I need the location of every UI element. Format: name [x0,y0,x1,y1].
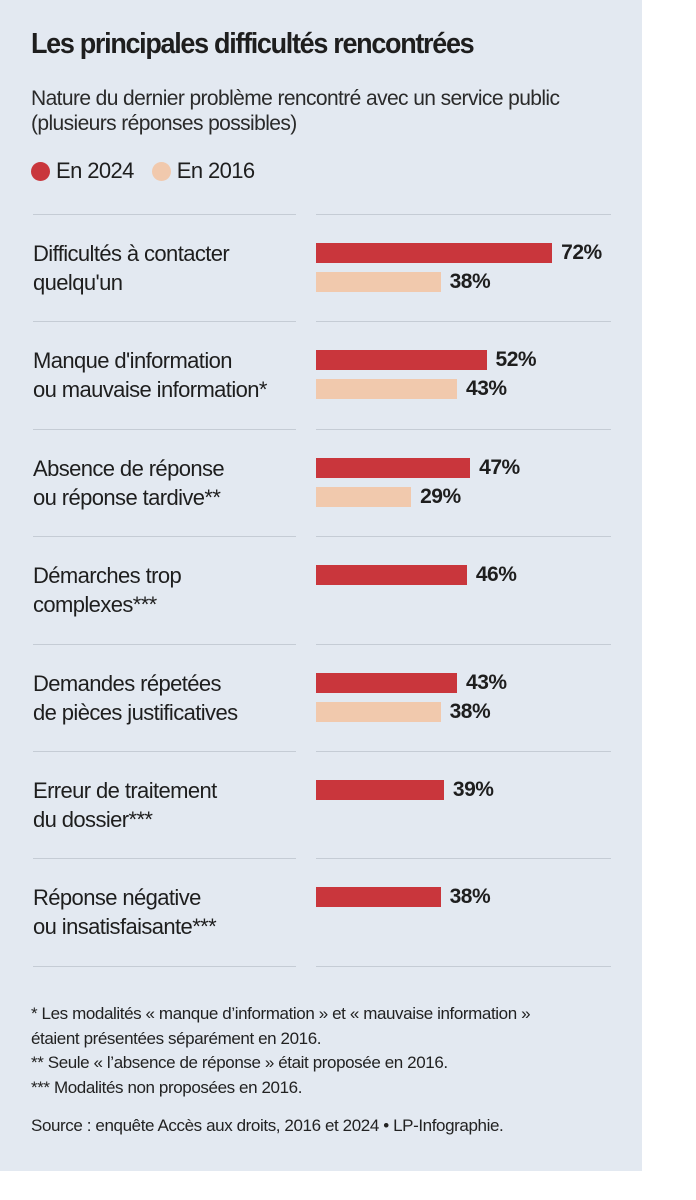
footnote: *** Modalités non proposées en 2016. [31,1077,303,1097]
value-label: 46% [475,563,517,587]
category-label: Difficultés à contacter quelqu'un [33,239,303,297]
legend-swatch-2016 [151,161,171,181]
bar-en-2024 [316,457,471,478]
footnotes: * Les modalités « manque d’information »… [31,1002,531,1100]
category-label-line: complexes*** [33,592,157,618]
bar-en-2016 [316,701,441,722]
value-label: 47% [479,455,520,479]
value-label: 72% [561,241,602,264]
value-label: 52% [495,348,537,372]
category-label: Réponse négative ou insatisfaisante*** [33,883,303,941]
source: Source : enquête Accès aux droits, 2016 … [31,1116,504,1135]
category-label-line: de pièces justificatives [33,699,238,725]
separator [33,429,296,430]
bar-en-2016 [316,379,458,400]
category-label-line: Démarches trop [33,563,182,589]
separator [33,536,296,537]
legend-item-2024: En 2024 [31,158,134,184]
separator [33,751,296,752]
legend-swatch-2024 [31,161,50,181]
category-label: Manque d'information ou mauvaise informat… [33,346,303,404]
category-label-line: Demandes répetées [33,670,222,696]
legend-label: En 2024 [56,158,134,183]
bar-en-2024 [316,887,441,908]
legend-label: En 2016 [176,158,255,183]
separator [316,321,611,322]
value-label: 43% [466,377,507,401]
separator [33,214,296,215]
footnote: étaient présentées séparément en 2016. [31,1028,322,1048]
category-label: Erreur de traitement du dossier*** [33,776,303,834]
category-label: Demandes répetées de pièces justificative… [33,669,303,727]
category-label: Absence de réponse ou réponse tardive** [33,454,303,512]
bar-en-2016 [316,272,441,292]
bar-en-2024 [316,780,444,800]
separator [33,966,296,967]
category-label: Démarches trop complexes*** [33,561,303,619]
separator [316,751,611,752]
category-label-line: Manque d'information [33,348,232,374]
value-label: 43% [466,670,507,694]
separator [316,966,611,967]
chart-title: Les principales difficultés rencontrées [31,28,475,60]
separator [316,536,611,537]
category-label-line: Difficultés à contacter [33,241,230,266]
legend-item-2016: En 2016 [151,158,255,184]
separator [316,644,611,645]
legend: En 2024 En 2016 [31,158,273,184]
category-label-line: quelqu'un [33,270,123,295]
separator [316,429,611,430]
chart-subtitle: Nature du dernier problème rencontré ave… [31,87,560,135]
bar-en-2024 [316,565,467,586]
footnote: ** Seule « l’absence de réponse » était … [31,1053,448,1072]
value-label: 29% [420,484,461,508]
category-label-line: du dossier*** [33,807,153,832]
category-label-line: Absence de réponse [33,455,225,481]
bar-en-2024 [316,243,553,263]
infographic-panel [0,0,642,1171]
category-label-line: Erreur de traitement [33,778,217,803]
footnote: * Les modalités « manque d’information »… [31,1004,531,1023]
category-label-line: Réponse négative [33,885,201,911]
bar-en-2024 [316,672,458,693]
bar-en-2024 [316,350,487,371]
value-label: 39% [452,778,494,801]
category-label-line: ou insatisfaisante*** [33,914,217,940]
separator [33,858,296,859]
value-label: 38% [449,270,491,293]
category-label-line: ou mauvaise information* [33,377,267,403]
category-label-line: ou réponse tardive** [33,484,221,510]
separator [33,321,296,322]
bar-en-2016 [316,486,412,507]
separator [33,644,296,645]
separator [316,858,611,859]
value-label: 38% [449,885,491,909]
value-label: 38% [449,699,491,723]
separator [316,214,611,215]
